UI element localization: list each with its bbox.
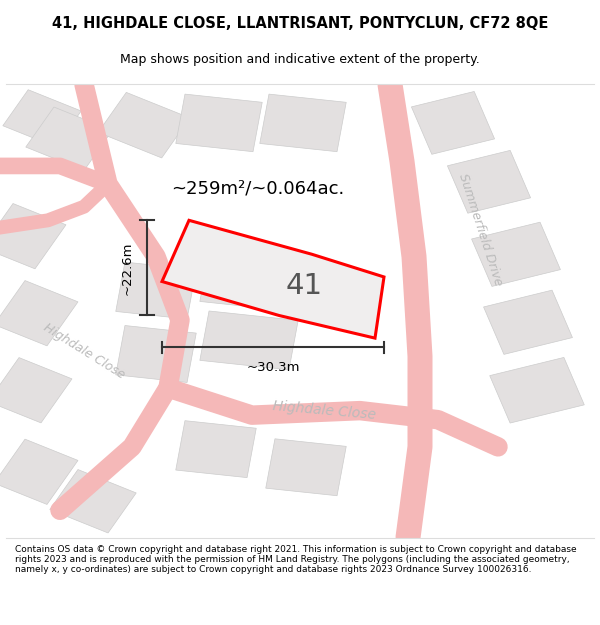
Polygon shape bbox=[3, 90, 81, 147]
Polygon shape bbox=[472, 222, 560, 286]
Text: Summerfield Drive: Summerfield Drive bbox=[456, 172, 504, 287]
Polygon shape bbox=[176, 94, 262, 152]
Polygon shape bbox=[412, 91, 494, 154]
Text: Map shows position and indicative extent of the property.: Map shows position and indicative extent… bbox=[120, 52, 480, 66]
Text: Highdale Close: Highdale Close bbox=[272, 399, 376, 422]
Polygon shape bbox=[484, 290, 572, 354]
Polygon shape bbox=[0, 281, 78, 346]
Text: ~30.3m: ~30.3m bbox=[246, 361, 300, 374]
Polygon shape bbox=[50, 469, 136, 533]
Polygon shape bbox=[176, 421, 256, 478]
Polygon shape bbox=[98, 92, 190, 158]
Text: ~22.6m: ~22.6m bbox=[121, 241, 134, 294]
Polygon shape bbox=[0, 439, 78, 504]
Text: 41, HIGHDALE CLOSE, LLANTRISANT, PONTYCLUN, CF72 8QE: 41, HIGHDALE CLOSE, LLANTRISANT, PONTYCL… bbox=[52, 16, 548, 31]
Polygon shape bbox=[116, 326, 196, 382]
Polygon shape bbox=[162, 220, 384, 338]
Polygon shape bbox=[448, 151, 530, 213]
Polygon shape bbox=[200, 252, 298, 311]
Polygon shape bbox=[0, 204, 66, 269]
Polygon shape bbox=[26, 107, 112, 171]
Polygon shape bbox=[266, 439, 346, 496]
Text: ~259m²/~0.064ac.: ~259m²/~0.064ac. bbox=[172, 179, 344, 198]
Text: 41: 41 bbox=[286, 272, 323, 299]
Polygon shape bbox=[200, 311, 298, 370]
Polygon shape bbox=[0, 357, 72, 423]
Polygon shape bbox=[490, 357, 584, 423]
Text: Highdale Close: Highdale Close bbox=[41, 321, 127, 382]
Polygon shape bbox=[116, 262, 196, 319]
Text: Contains OS data © Crown copyright and database right 2021. This information is : Contains OS data © Crown copyright and d… bbox=[15, 544, 577, 574]
Polygon shape bbox=[260, 94, 346, 152]
